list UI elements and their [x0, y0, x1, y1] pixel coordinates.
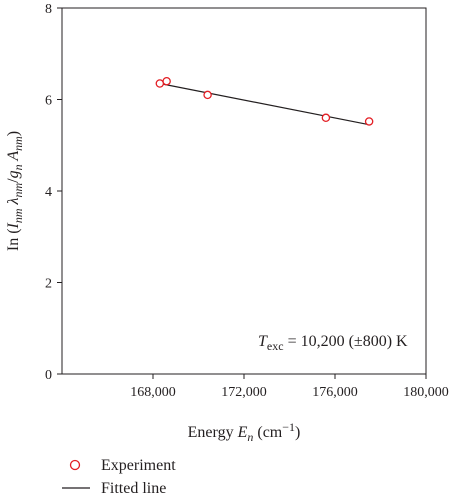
experiment-point [364, 117, 374, 126]
y-axis-ticks: 0 2 4 6 8 [45, 2, 62, 383]
experiment-point [162, 76, 171, 86]
x-axis-title: Energy En (cm−1) [188, 420, 301, 444]
y-tick-label: 4 [45, 185, 52, 200]
x-tick-label: 172,000 [221, 385, 267, 400]
x-tick-label: 180,000 [403, 385, 449, 400]
experiment-point [203, 90, 212, 100]
fitted-line [159, 82, 370, 126]
experiment-point [155, 79, 165, 88]
x-tick-label: 168,000 [130, 385, 176, 400]
x-tick-label: 176,000 [312, 385, 358, 400]
annotation-excitation-temperature: Texc = 10,200 (±800) K [258, 333, 408, 353]
legend-fitted-line-label: Fitted line [101, 480, 166, 497]
y-tick-label: 8 [45, 2, 52, 17]
y-axis-title: In (Inm λnm/gn Anm) [5, 131, 25, 251]
experiment-point [321, 113, 331, 123]
legend-experiment-label: Experiment [101, 457, 176, 474]
y-tick-label: 2 [45, 277, 52, 292]
series-layer [155, 76, 374, 126]
y-tick-label: 0 [45, 368, 52, 383]
x-axis-ticks: 168,000 172,000 176,000 180,000 [130, 374, 449, 400]
y-tick-label: 6 [45, 94, 52, 109]
legend: Experiment Fitted line [62, 457, 176, 497]
legend-experiment-marker [69, 459, 81, 471]
plot-frame [61, 7, 427, 375]
